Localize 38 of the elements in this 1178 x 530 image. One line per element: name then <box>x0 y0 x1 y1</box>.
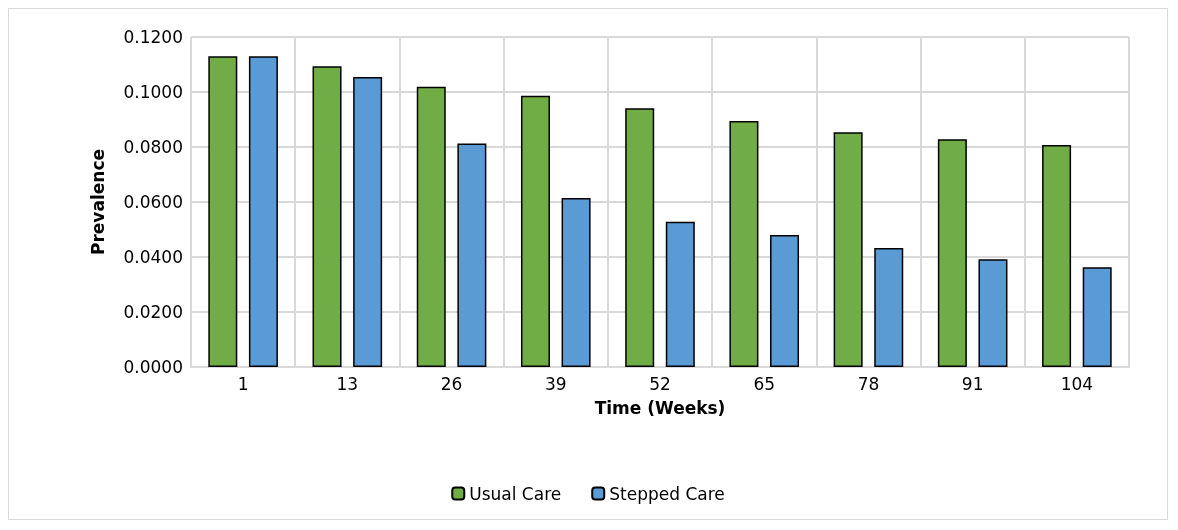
bar <box>208 56 238 367</box>
x-tick-label: 39 <box>544 373 567 394</box>
y-tick-label: 0.0600 <box>123 192 183 212</box>
legend-label: Usual Care <box>469 483 562 504</box>
x-tick-label: 52 <box>649 373 671 394</box>
y-tick-label: 0.1000 <box>123 82 183 102</box>
x-axis-title: Time (Weeks) <box>594 397 726 418</box>
x-tick-label: 78 <box>857 373 880 394</box>
bar <box>1042 145 1072 367</box>
y-tick-label: 0.0000 <box>123 357 183 377</box>
bar <box>457 143 487 367</box>
x-tick-label: 1 <box>237 373 249 394</box>
bar <box>729 120 759 367</box>
bar <box>312 66 342 367</box>
x-tick-label: 26 <box>440 373 463 394</box>
legend-label: Stepped Care <box>609 483 725 504</box>
bar <box>833 132 863 367</box>
y-tick-label: 0.1200 <box>123 27 183 47</box>
bar <box>978 259 1008 367</box>
y-tick-label: 0.0200 <box>123 302 183 322</box>
y-tick-label: 0.0800 <box>123 137 183 157</box>
y-axis-title: Prevalence <box>87 149 108 255</box>
bar <box>625 108 655 367</box>
bar <box>937 139 967 367</box>
x-tick-label: 104 <box>1060 373 1094 394</box>
bar <box>248 56 278 367</box>
bar <box>665 221 695 367</box>
bar <box>561 197 591 367</box>
bar <box>416 86 446 367</box>
bar <box>520 95 550 367</box>
bar <box>353 76 383 367</box>
bar <box>1082 267 1112 367</box>
x-tick-label: 13 <box>336 373 359 394</box>
bar <box>770 235 800 367</box>
bar <box>874 247 904 367</box>
x-tick-label: 91 <box>961 373 984 394</box>
y-tick-label: 0.0400 <box>123 247 183 267</box>
x-tick-label: 65 <box>753 373 776 394</box>
